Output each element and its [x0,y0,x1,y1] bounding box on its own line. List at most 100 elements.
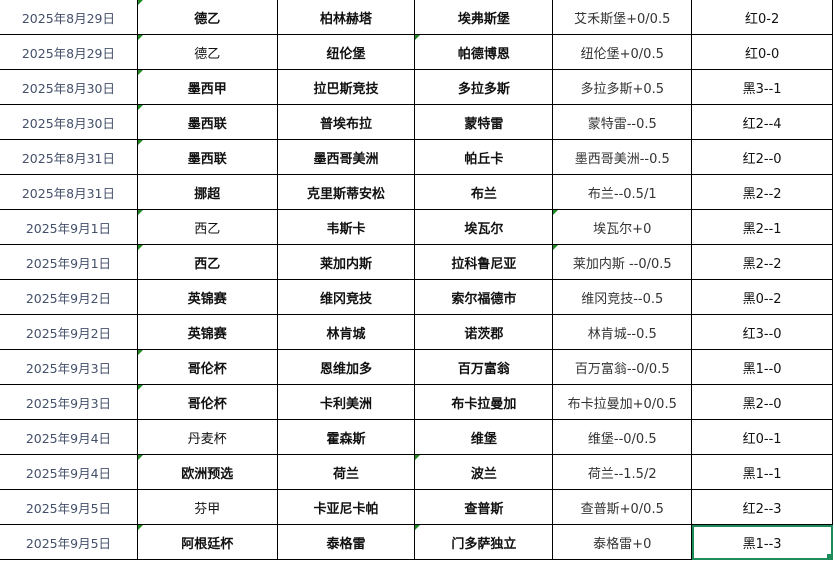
date-cell[interactable]: 2025年9月2日 [0,279,138,315]
result-cell[interactable]: 红2--0 [691,139,833,175]
handicap-cell[interactable]: 查普斯+0/0.5 [552,489,693,525]
handicap-cell[interactable]: 莱加内斯 --0/0.5 [552,244,693,280]
result-cell[interactable]: 黑0--2 [691,279,833,315]
handicap-cell[interactable]: 泰格雷+0 [552,524,693,560]
league-cell[interactable]: 西乙 [136,209,278,245]
league-cell[interactable]: 哥伦杯 [136,349,278,385]
home-team-cell[interactable]: 林肯城 [276,314,416,350]
league-cell[interactable]: 挪超 [136,174,278,210]
handicap-cell[interactable]: 艾禾斯堡+0/0.5 [552,0,693,35]
result-cell[interactable]: 黑2--0 [691,384,833,420]
date-cell[interactable]: 2025年9月5日 [0,524,138,560]
home-team-cell[interactable]: 纽伦堡 [276,34,416,70]
date-cell[interactable]: 2025年9月5日 [0,489,138,525]
result-cell[interactable]: 红0-0 [691,34,833,70]
result-cell[interactable]: 黑1--3 [691,524,833,560]
handicap-cell[interactable]: 多拉多斯+0.5 [552,69,693,105]
result-cell[interactable]: 黑1--1 [691,454,833,490]
league-cell[interactable]: 德乙 [136,0,278,35]
date-cell[interactable]: 2025年8月30日 [0,69,138,105]
handicap-cell[interactable]: 维堡--0/0.5 [552,419,693,455]
home-team-cell[interactable]: 维冈竞技 [276,279,416,315]
away-team-cell[interactable]: 拉科鲁尼亚 [414,244,554,280]
home-team-cell[interactable]: 柏林赫塔 [276,0,416,35]
result-cell[interactable]: 红3--0 [691,314,833,350]
away-team-cell[interactable]: 诺茨郡 [414,314,554,350]
league-cell[interactable]: 哥伦杯 [136,384,278,420]
handicap-cell[interactable]: 蒙特雷--0.5 [552,104,693,140]
date-cell[interactable]: 2025年8月31日 [0,174,138,210]
league-cell[interactable]: 墨西联 [136,139,278,175]
date-cell[interactable]: 2025年8月31日 [0,139,138,175]
date-cell[interactable]: 2025年8月29日 [0,0,138,35]
away-team-cell[interactable]: 布卡拉曼加 [414,384,554,420]
league-cell[interactable]: 阿根廷杯 [136,524,278,560]
date-cell[interactable]: 2025年9月4日 [0,454,138,490]
date-cell[interactable]: 2025年9月4日 [0,419,138,455]
home-team-cell[interactable]: 莱加内斯 [276,244,416,280]
date-cell[interactable]: 2025年9月2日 [0,314,138,350]
home-team-cell[interactable]: 墨西哥美洲 [276,139,416,175]
date-cell[interactable]: 2025年9月1日 [0,244,138,280]
away-team-cell[interactable]: 蒙特雷 [414,104,554,140]
handicap-cell[interactable]: 布卡拉曼加+0/0.5 [552,384,693,420]
league-cell[interactable]: 墨西甲 [136,69,278,105]
away-team-cell[interactable]: 多拉多斯 [414,69,554,105]
league-cell[interactable]: 芬甲 [136,489,278,525]
result-cell[interactable]: 红2--3 [691,489,833,525]
away-team-cell[interactable]: 波兰 [414,454,554,490]
away-team-cell[interactable]: 百万富翁 [414,349,554,385]
result-cell[interactable]: 红0-2 [691,0,833,35]
home-team-cell[interactable]: 卡亚尼卡帕 [276,489,416,525]
league-cell[interactable]: 英锦赛 [136,314,278,350]
result-cell[interactable]: 黑3--1 [691,69,833,105]
date-cell[interactable]: 2025年8月30日 [0,104,138,140]
handicap-cell[interactable]: 纽伦堡+0/0.5 [552,34,693,70]
home-team-cell[interactable]: 拉巴斯竞技 [276,69,416,105]
home-team-cell[interactable]: 卡利美洲 [276,384,416,420]
league-cell[interactable]: 德乙 [136,34,278,70]
home-team-cell[interactable]: 泰格雷 [276,524,416,560]
home-team-cell[interactable]: 荷兰 [276,454,416,490]
result-cell[interactable]: 黑2--1 [691,209,833,245]
league-cell-text: 德乙 [194,11,221,27]
fill-handle[interactable] [827,554,832,559]
handicap-cell[interactable]: 埃瓦尔+0 [552,209,693,245]
date-cell[interactable]: 2025年9月3日 [0,349,138,385]
away-team-cell[interactable]: 索尔福德市 [414,279,554,315]
date-cell[interactable]: 2025年9月1日 [0,209,138,245]
result-cell[interactable]: 红0--1 [691,419,833,455]
date-cell[interactable]: 2025年9月3日 [0,384,138,420]
away-team-cell[interactable]: 帕德博恩 [414,34,554,70]
home-team-cell[interactable]: 韦斯卡 [276,209,416,245]
league-cell[interactable]: 欧洲预选 [136,454,278,490]
league-cell[interactable]: 英锦赛 [136,279,278,315]
away-team-cell[interactable]: 布兰 [414,174,554,210]
league-cell[interactable]: 墨西联 [136,104,278,140]
away-team-cell[interactable]: 门多萨独立 [414,524,554,560]
handicap-cell[interactable]: 墨西哥美洲--0.5 [552,139,693,175]
home-team-cell[interactable]: 克里斯蒂安松 [276,174,416,210]
home-team-cell[interactable]: 恩维加多 [276,349,416,385]
home-team-cell[interactable]: 霍森斯 [276,419,416,455]
away-team-cell[interactable]: 查普斯 [414,489,554,525]
handicap-cell[interactable]: 荷兰--1.5/2 [552,454,693,490]
handicap-cell[interactable]: 百万富翁--0/0.5 [552,349,693,385]
result-cell[interactable]: 黑1--0 [691,349,833,385]
away-team-cell[interactable]: 维堡 [414,419,554,455]
home-team-cell[interactable]: 普埃布拉 [276,104,416,140]
result-cell[interactable]: 黑2--2 [691,174,833,210]
away-team-cell[interactable]: 埃瓦尔 [414,209,554,245]
handicap-cell[interactable]: 布兰--0.5/1 [552,174,693,210]
date-cell[interactable]: 2025年8月29日 [0,34,138,70]
result-cell[interactable]: 黑2--2 [691,244,833,280]
away-team-cell[interactable]: 帕丘卡 [414,139,554,175]
away-team-cell-text: 索尔福德市 [451,291,517,307]
away-team-cell[interactable]: 埃弗斯堡 [414,0,554,35]
result-cell[interactable]: 红2--4 [691,104,833,140]
league-cell[interactable]: 丹麦杯 [136,419,278,455]
handicap-cell[interactable]: 维冈竞技--0.5 [552,279,693,315]
handicap-cell[interactable]: 林肯城--0.5 [552,314,693,350]
league-cell[interactable]: 西乙 [136,244,278,280]
